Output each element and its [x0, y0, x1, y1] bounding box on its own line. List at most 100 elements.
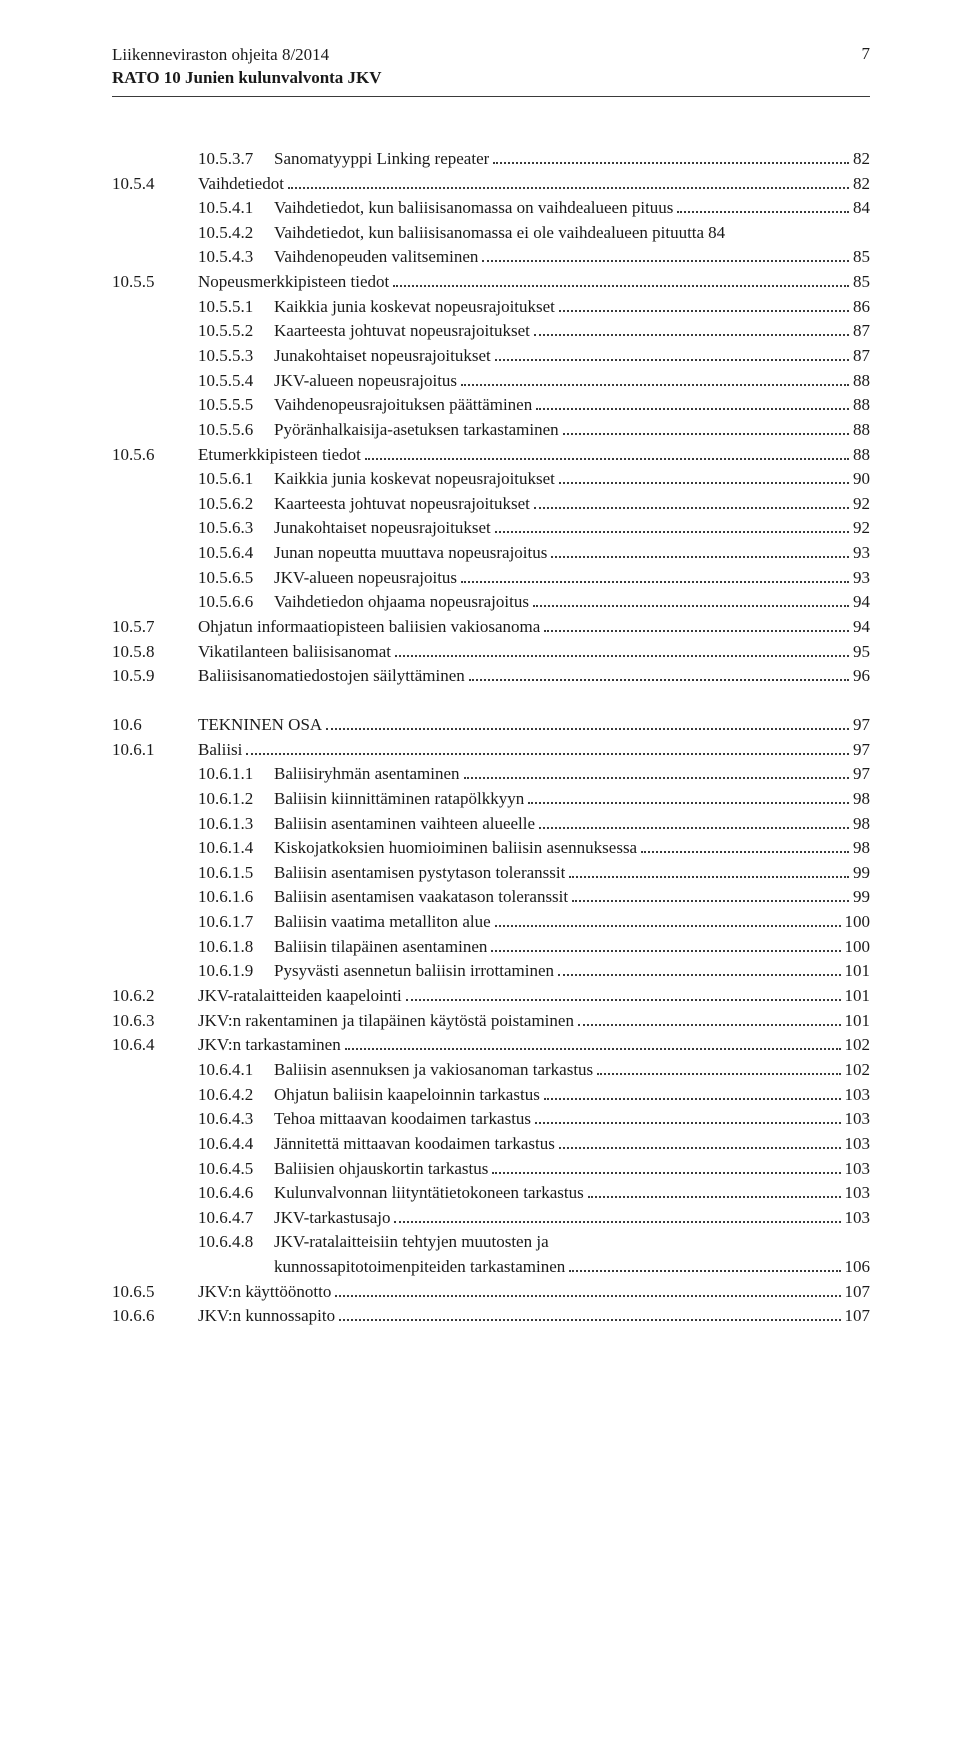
toc-page: 103 — [845, 1206, 871, 1231]
toc-number: 10.5.8 — [112, 640, 198, 665]
toc-leader — [551, 543, 849, 558]
toc-page: 103 — [845, 1132, 871, 1157]
toc-row: 10.6.1.3Baliisin asentaminen vaihteen al… — [112, 812, 870, 837]
toc-row: 10.6.1.7Baliisin vaatima metalliton alue… — [112, 910, 870, 935]
toc-leader — [288, 173, 849, 188]
toc-leader — [569, 1257, 840, 1272]
toc-label: Pysyvästi asennetun baliisin irrottamine… — [274, 959, 554, 984]
toc-page: 101 — [845, 959, 871, 984]
toc-subnumber: 10.6.1.8 — [198, 935, 274, 960]
toc-row: 10.5.4.1Vaihdetiedot, kun baliisisanomas… — [112, 196, 870, 221]
toc-leader — [495, 346, 849, 361]
toc-row: 10.6.4.6Kulunvalvonnan liityntätietokone… — [112, 1181, 870, 1206]
toc-leader — [533, 592, 849, 607]
toc-page: 97 — [853, 762, 870, 787]
header-title: Liikenneviraston ohjeita 8/2014 — [112, 44, 382, 67]
toc-page: 87 — [853, 319, 870, 344]
toc-label: JKV-alueen nopeusrajoitus — [274, 566, 457, 591]
toc-row: 10.5.7Ohjatun informaatiopisteen baliisi… — [112, 615, 870, 640]
toc-label: Vaihdetiedot, kun baliisisanomassa on va… — [274, 196, 673, 221]
toc-leader — [339, 1306, 840, 1321]
toc-row: 10.5.6.5JKV-alueen nopeusrajoitus93 — [112, 566, 870, 591]
toc-page: 90 — [853, 467, 870, 492]
toc-label: Baliisin asentamisen pystytason tolerans… — [274, 861, 565, 886]
toc-page: 92 — [853, 516, 870, 541]
toc-row: 10.6.1.5Baliisin asentamisen pystytason … — [112, 861, 870, 886]
toc-leader — [544, 1084, 841, 1099]
toc-row: 10.5.5.2Kaarteesta johtuvat nopeusrajoit… — [112, 319, 870, 344]
toc-subnumber: 10.5.5.6 — [198, 418, 274, 443]
toc-leader — [558, 961, 841, 976]
toc-label: Kiskojatkoksien huomioiminen baliisin as… — [274, 836, 637, 861]
toc-row: 10.6.4.2Ohjatun baliisin kaapeloinnin ta… — [112, 1083, 870, 1108]
toc-row: 10.6.4.8JKV-ratalaitteisiin tehtyjen muu… — [112, 1230, 870, 1255]
toc-label: Ohjatun informaatiopisteen baliisien vak… — [198, 615, 540, 640]
toc-subnumber: 10.6.4.7 — [198, 1206, 274, 1231]
toc-leader — [464, 764, 849, 779]
toc-label: Baliisi — [198, 738, 242, 763]
toc-subnumber: 10.5.3.7 — [198, 147, 274, 172]
toc-label: Baliisin asentamisen vaakatason tolerans… — [274, 885, 568, 910]
toc-subnumber: 10.5.5.2 — [198, 319, 274, 344]
toc-label: Vaihdenopeuden valitseminen — [274, 245, 478, 270]
toc-subnumber: 10.5.4.1 — [198, 196, 274, 221]
toc-page: 107 — [845, 1280, 871, 1305]
toc-label: Junan nopeutta muuttava nopeusrajoitus — [274, 541, 547, 566]
toc-subnumber: 10.5.5.5 — [198, 393, 274, 418]
toc-leader — [393, 272, 849, 287]
toc-leader — [536, 395, 849, 410]
toc-row: 10.6.1.8Baliisin tilapäinen asentaminen1… — [112, 935, 870, 960]
toc-subnumber: 10.6.4.1 — [198, 1058, 274, 1083]
toc-page: 94 — [853, 590, 870, 615]
header-rule — [112, 96, 870, 97]
toc-label: Kulunvalvonnan liityntätietokoneen tarka… — [274, 1181, 584, 1206]
toc-label: Kaarteesta johtuvat nopeusrajoitukset — [274, 319, 530, 344]
toc-label: Baliisisanomatiedostojen säilyttäminen — [198, 664, 465, 689]
toc-number: 10.6.3 — [112, 1009, 198, 1034]
toc-label: Sanomatyyppi Linking repeater — [274, 147, 489, 172]
toc-page: 86 — [853, 295, 870, 320]
toc-row: 10.6.1.2Baliisin kiinnittäminen ratapölk… — [112, 787, 870, 812]
toc-page: 103 — [845, 1157, 871, 1182]
toc-leader — [569, 863, 849, 878]
toc-label: Pyöränhalkaisija-asetuksen tarkastaminen — [274, 418, 559, 443]
toc-subnumber: 10.5.5.1 — [198, 295, 274, 320]
toc-page: 103 — [845, 1107, 871, 1132]
toc-subnumber: 10.6.4.4 — [198, 1132, 274, 1157]
toc-page: 84 — [708, 221, 725, 246]
page-header: Liikenneviraston ohjeita 8/2014 RATO 10 … — [112, 44, 870, 90]
toc-page: 101 — [845, 1009, 871, 1034]
toc-row: 10.6.5JKV:n käyttöönotto107 — [112, 1280, 870, 1305]
toc-leader — [365, 444, 849, 459]
toc-label: Baliisin kiinnittäminen ratapölkkyyn — [274, 787, 524, 812]
toc-row: 10.6.3JKV:n rakentaminen ja tilapäinen k… — [112, 1009, 870, 1034]
toc-page: 99 — [853, 885, 870, 910]
toc-label: Kaikkia junia koskevat nopeusrajoitukset — [274, 295, 555, 320]
toc-leader — [534, 494, 849, 509]
toc-subnumber: 10.5.6.4 — [198, 541, 274, 566]
toc-page: 93 — [853, 566, 870, 591]
toc-row: 10.5.3.7Sanomatyyppi Linking repeater82 — [112, 147, 870, 172]
toc-row: 10.6.1.4Kiskojatkoksien huomioiminen bal… — [112, 836, 870, 861]
toc-page: 99 — [853, 861, 870, 886]
toc-leader — [677, 198, 849, 213]
toc-label: Vaihdenopeusrajoituksen päättäminen — [274, 393, 532, 418]
toc-subnumber: 10.5.5.4 — [198, 369, 274, 394]
toc-subnumber: 10.6.1.6 — [198, 885, 274, 910]
toc-leader — [588, 1183, 841, 1198]
toc-label: Vaihdetiedot, kun baliisisanomassa ei ol… — [274, 221, 704, 246]
toc-row: 10.5.5.4JKV-alueen nopeusrajoitus88 — [112, 369, 870, 394]
toc-row: 10.5.6.6Vaihdetiedon ohjaama nopeusrajoi… — [112, 590, 870, 615]
toc-page: 101 — [845, 984, 871, 1009]
toc-page: 98 — [853, 836, 870, 861]
toc-row: 10.5.5.1Kaikkia junia koskevat nopeusraj… — [112, 295, 870, 320]
toc-label: JKV-alueen nopeusrajoitus — [274, 369, 457, 394]
toc-leader — [597, 1060, 840, 1075]
toc-page: 103 — [845, 1083, 871, 1108]
toc-leader — [563, 420, 849, 435]
toc-label: Etumerkkipisteen tiedot — [198, 443, 361, 468]
toc-subnumber: 10.6.1.2 — [198, 787, 274, 812]
toc-page: 102 — [845, 1058, 871, 1083]
toc-leader — [246, 739, 849, 754]
toc-page: 88 — [853, 443, 870, 468]
